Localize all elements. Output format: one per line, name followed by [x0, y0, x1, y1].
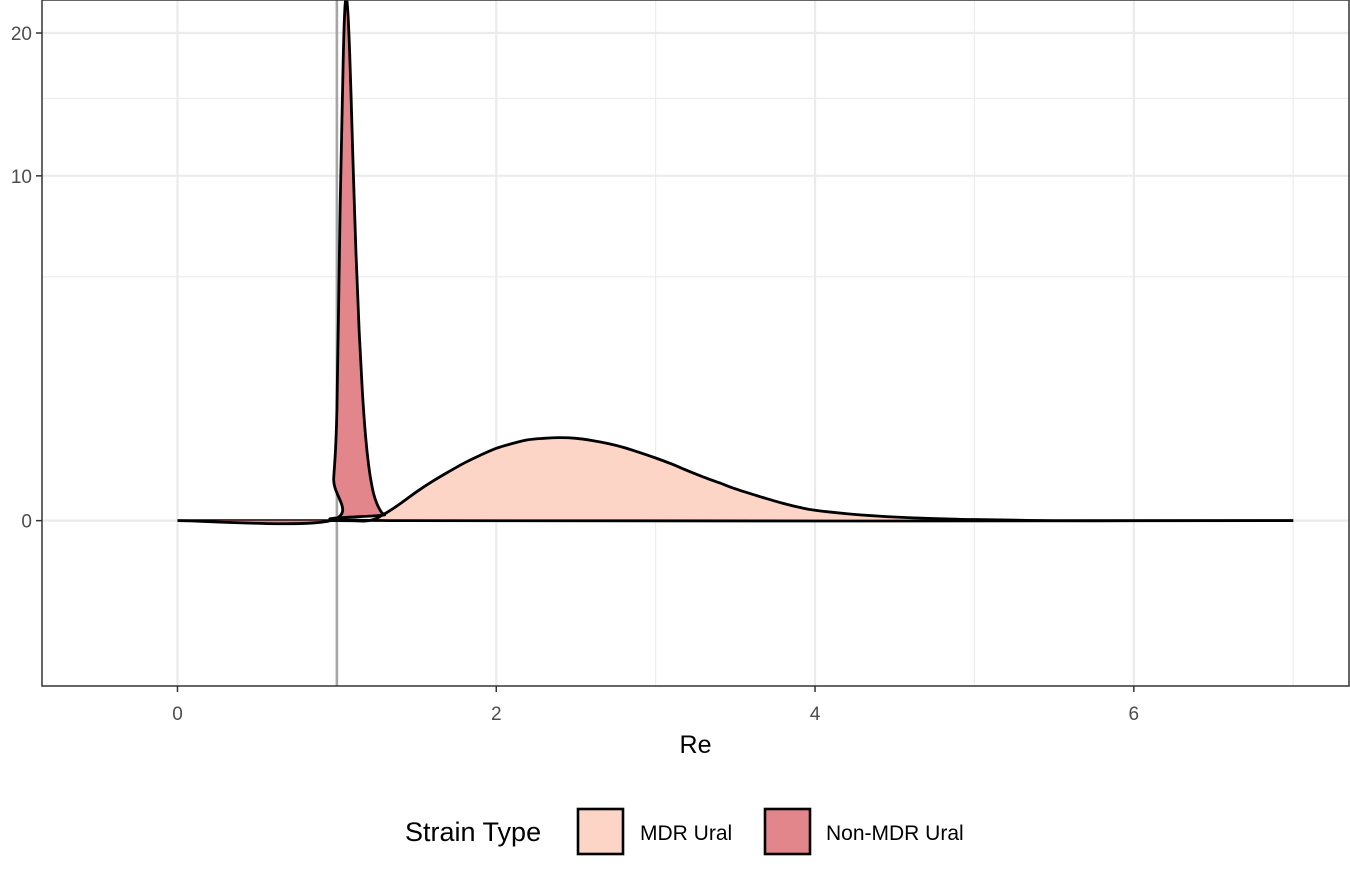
- grid-lines: [42, 0, 1349, 686]
- density-series: [177, 0, 1294, 526]
- axis-ticks: 0 2 4 6 0 10 20: [11, 24, 1139, 725]
- legend-label-1: Non-MDR Ural: [826, 822, 964, 845]
- legend-key-0: [576, 807, 625, 856]
- y-tick-label: 10: [11, 167, 32, 188]
- x-tick-label: 4: [810, 704, 821, 725]
- legend-title: Strain Type: [405, 817, 541, 847]
- legend-key-1: [763, 807, 812, 856]
- legend-label-0: MDR Ural: [640, 822, 732, 845]
- y-tick-label: 0: [21, 512, 32, 533]
- x-tick-label: 2: [491, 704, 502, 725]
- legend: Strain Type MDR Ural Non-MDR Ural: [405, 807, 964, 856]
- panel-border: [41, 0, 1350, 687]
- density-area-0: [177, 437, 1294, 522]
- y-tick-label: 20: [11, 24, 32, 45]
- density-line-0: [177, 436, 1294, 523]
- x-axis-title: Re: [680, 731, 712, 759]
- density-line-1: [177, 0, 1294, 526]
- density-area-1: [177, 0, 1294, 524]
- x-tick-label: 0: [172, 704, 183, 725]
- x-tick-label: 6: [1129, 704, 1140, 725]
